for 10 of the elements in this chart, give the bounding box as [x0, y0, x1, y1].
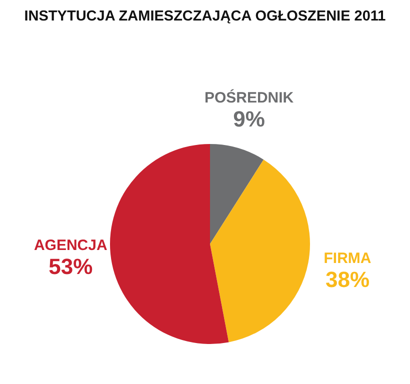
- pie-slice: [210, 144, 264, 244]
- data-label: 38%: [325, 267, 370, 292]
- data-label: 9%: [233, 106, 265, 132]
- data-label: 53%: [48, 254, 93, 280]
- chart-title: INSTYTUCJA ZAMIESZCZAJĄCA OGŁOSZENIE 2011: [24, 8, 386, 24]
- pie-slice: [210, 160, 310, 342]
- slice-label: POŚREDNIK: [204, 88, 294, 107]
- pie-slice: [110, 144, 229, 344]
- slice-label: AGENCJA: [34, 237, 108, 254]
- slice-label: FIRMA: [324, 250, 372, 268]
